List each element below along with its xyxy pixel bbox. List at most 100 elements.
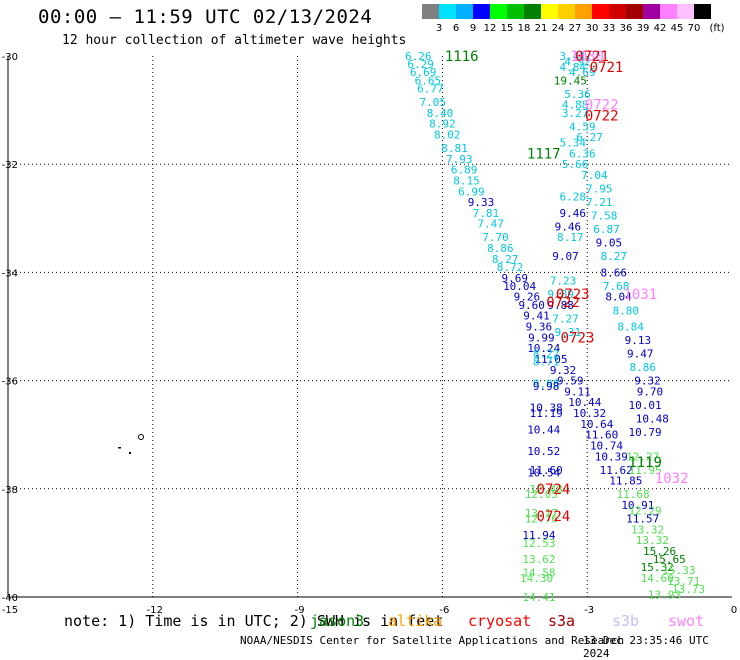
data-point-label: 10.38: [530, 402, 563, 415]
data-point-label: 9.98: [533, 380, 560, 393]
data-point-label: 11.57: [626, 513, 659, 526]
data-point-label: 14.30: [520, 572, 553, 585]
data-point-label: 10.44: [527, 423, 560, 436]
data-point-label: 10.48: [636, 412, 669, 425]
data-point-label: 11.60: [585, 429, 618, 442]
data-point-label: 12.76: [525, 513, 558, 526]
track-time-label: 1031: [623, 287, 657, 303]
track-time-label: 0722: [585, 98, 619, 114]
colorbar-swatch: [575, 4, 592, 19]
island-mark: [118, 447, 121, 449]
data-point-label: 9.32: [550, 364, 577, 377]
data-point-label: 9.60: [518, 299, 545, 312]
data-point-label: 8.81: [441, 142, 468, 155]
data-point-label: 9.31: [555, 326, 582, 339]
data-point-label: 4.92: [564, 55, 591, 68]
island-mark: [129, 452, 131, 454]
data-point-label: 8.72: [497, 261, 524, 274]
data-point-label: 7.95: [586, 183, 613, 196]
colorbar-swatch: [609, 4, 626, 19]
colorbar-swatch: [660, 4, 677, 19]
colorbar-tick-label: 12: [484, 23, 497, 34]
data-point-label: 9.99: [528, 331, 555, 344]
track-time-label: 0724: [537, 509, 571, 525]
data-point-label: 9.36: [526, 321, 553, 334]
data-point-label: 8.84: [617, 321, 644, 334]
data-point-label: 7.27: [552, 312, 579, 325]
data-point-label: 9.89: [547, 288, 574, 301]
track-time-label: 1117: [527, 146, 561, 162]
x-tick-label: 0: [731, 605, 737, 616]
data-point-label: 7.58: [591, 210, 618, 223]
data-point-label: 4.84: [559, 61, 586, 74]
colorbar-swatch: [694, 4, 711, 19]
data-point-label: 9.46: [555, 220, 582, 233]
color-legend: 3 6 9 12 15 18 21 24 27 30 33 36 39 42 45 70 (ft): [422, 4, 725, 34]
data-point-label: 14.60: [641, 572, 674, 585]
data-point-label: 11.68: [616, 488, 649, 501]
data-point-label: 6.99: [458, 185, 485, 198]
data-point-label: 10.54: [527, 467, 560, 480]
data-point-label: 3.27: [562, 107, 589, 120]
data-point-label: 13.62: [522, 553, 555, 566]
data-point-label: 8.40: [427, 107, 454, 120]
y-tick-label: -30: [2, 52, 18, 63]
colorbar-swatch: [643, 4, 660, 19]
data-point-label: 11.95: [629, 464, 662, 477]
timestamp-text: 13 Dec 23:35:46 UTC 2024: [583, 634, 709, 660]
island-mark: [138, 434, 144, 440]
track-time-label: 0723: [561, 330, 595, 346]
data-point-label: 13.32: [631, 523, 664, 536]
colorbar-tick-label: 24: [552, 23, 565, 34]
data-point-label: 13.71: [667, 575, 700, 588]
satellite-legend-item: jason3: [310, 612, 365, 630]
data-point-label: 13.17: [525, 507, 558, 520]
data-point-label: 10.64: [580, 418, 613, 431]
data-point-label: 11.60: [530, 464, 563, 477]
credit-text: NOAA/NESDIS Center for Satellite Applica…: [240, 634, 625, 647]
data-point-label: 10.44: [568, 396, 601, 409]
colorbar-tick-label: 3: [436, 23, 442, 34]
data-point-label: 11.19: [530, 407, 563, 420]
x-tick-label: -3: [584, 605, 594, 616]
data-point-label: 8.17: [557, 231, 584, 244]
data-point-label: 7.47: [477, 218, 504, 231]
data-point-label: 4.69: [569, 66, 596, 79]
data-point-label: 8.22: [533, 348, 560, 361]
data-point-label: 12.05: [525, 488, 558, 501]
data-point-label: 9.98: [533, 377, 560, 390]
y-tick-label: -40: [2, 593, 18, 604]
data-point-label: 6.28: [559, 191, 586, 204]
colorbar-swatch: [524, 4, 541, 19]
data-point-label: 15.65: [653, 553, 686, 566]
data-labels: 6.266.296.696.656.777.058.408.928.028.81…: [405, 49, 705, 604]
data-point-label: 8.27: [600, 250, 627, 263]
track-time-label: 0721: [590, 60, 624, 76]
colorbar-swatch: [541, 4, 558, 19]
island-marks: [118, 434, 144, 454]
data-point-label: 8.86: [487, 242, 514, 255]
colorbar-tick-label: 36: [620, 23, 633, 34]
x-tick-label: -9: [295, 605, 305, 616]
colorbar-swatch: [507, 4, 524, 19]
data-point-label: 12.29: [629, 504, 662, 517]
data-point-label: 9.05: [596, 237, 623, 250]
data-point-label: 7.93: [446, 153, 473, 166]
colorbar-tick-label: 6: [453, 23, 459, 34]
colorbar-tick-label: 42: [654, 23, 667, 34]
data-point-label: 7.68: [603, 280, 630, 293]
data-point-label: 7.81: [473, 207, 500, 220]
data-point-label: 7.04: [581, 169, 608, 182]
data-point-label: 7.70: [482, 231, 509, 244]
satellite-legend-item: swot: [668, 612, 705, 630]
data-point-label: 9.46: [559, 207, 586, 220]
colorbar-tick-label: 27: [569, 23, 582, 34]
track-time-label: 1030: [570, 49, 604, 65]
data-point-label: 9.13: [625, 334, 652, 347]
satellite-legend-item: s3b: [612, 612, 640, 630]
data-point-label: 3.41: [559, 50, 586, 63]
data-point-label: 8.80: [613, 304, 640, 317]
data-point-label: 12.53: [522, 537, 555, 550]
data-point-label: 8.02: [434, 128, 461, 141]
track-time-label: 0722: [546, 295, 580, 311]
